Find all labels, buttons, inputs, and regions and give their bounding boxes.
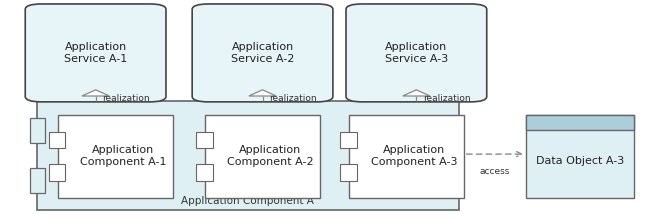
Bar <box>49 132 66 148</box>
FancyBboxPatch shape <box>192 4 333 102</box>
Polygon shape <box>82 90 110 96</box>
Text: Application
Component A-3: Application Component A-3 <box>371 145 458 167</box>
Text: Application Component A: Application Component A <box>181 196 314 206</box>
Polygon shape <box>403 90 430 96</box>
Bar <box>37 101 459 210</box>
Text: Application
Service A-3: Application Service A-3 <box>385 42 448 64</box>
Text: realization: realization <box>102 94 150 103</box>
Text: Application
Service A-1: Application Service A-1 <box>64 42 127 64</box>
Text: Data Object A-3: Data Object A-3 <box>536 156 624 166</box>
Bar <box>196 132 213 148</box>
Bar <box>526 115 634 130</box>
Text: realization: realization <box>423 94 470 103</box>
Bar <box>49 164 66 181</box>
Bar <box>526 115 634 198</box>
Text: Application
Service A-2: Application Service A-2 <box>231 42 295 64</box>
Bar <box>58 115 173 198</box>
FancyBboxPatch shape <box>25 4 166 102</box>
Bar <box>349 115 464 198</box>
Bar <box>205 115 320 198</box>
Bar <box>340 132 357 148</box>
Text: realization: realization <box>269 94 317 103</box>
Bar <box>30 118 45 143</box>
FancyBboxPatch shape <box>346 4 487 102</box>
Bar <box>196 164 213 181</box>
Text: access: access <box>480 167 510 176</box>
Bar <box>30 168 45 193</box>
Text: Application
Component A-1: Application Component A-1 <box>80 145 167 167</box>
Bar <box>340 164 357 181</box>
Polygon shape <box>249 90 276 96</box>
Text: Application
Component A-2: Application Component A-2 <box>227 145 314 167</box>
